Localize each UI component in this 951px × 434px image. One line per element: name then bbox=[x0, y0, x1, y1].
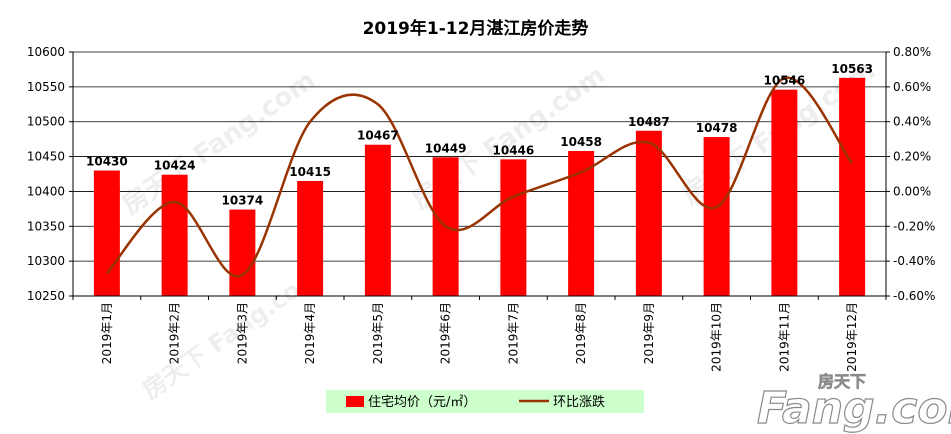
data-label: 10487 bbox=[628, 115, 670, 129]
data-label: 10446 bbox=[493, 143, 535, 157]
x-tick-label: 2019年4月 bbox=[303, 302, 317, 364]
legend-swatch-bar bbox=[346, 396, 364, 407]
x-tick-label: 2019年12月 bbox=[845, 302, 859, 372]
legend-label-bar: 住宅均价（元/㎡） bbox=[368, 395, 476, 410]
y-tick-label-left: 10600 bbox=[27, 45, 65, 59]
line-ratio bbox=[105, 76, 854, 278]
legend-box bbox=[326, 390, 644, 413]
x-tick-label: 2019年10月 bbox=[710, 302, 724, 372]
bar bbox=[839, 77, 866, 297]
data-label: 10424 bbox=[154, 159, 196, 173]
x-tick-label: 2019年9月 bbox=[642, 302, 656, 364]
data-label: 10546 bbox=[764, 74, 806, 88]
y-tick-label-right: 0.00% bbox=[893, 184, 931, 198]
y-tick-label-left: 10350 bbox=[27, 219, 65, 233]
data-label: 10458 bbox=[560, 135, 602, 149]
y-tick-label-right: -0.60% bbox=[893, 289, 935, 303]
fang-logo-text: Fang.com bbox=[757, 383, 951, 434]
bar bbox=[297, 180, 324, 296]
data-label: 10449 bbox=[425, 141, 467, 155]
data-label: 10415 bbox=[289, 165, 331, 179]
bar bbox=[229, 209, 256, 296]
axes: 10250 10300 10350 10400 10450 10500 10550 10600… bbox=[27, 45, 936, 372]
y-tick-label-left: 10300 bbox=[27, 254, 65, 268]
data-labels: 10430 10424 10374 10415 10467 10449 10446 10458… bbox=[86, 62, 873, 208]
x-tick-label: 2019年3月 bbox=[235, 302, 249, 364]
data-label: 10563 bbox=[831, 62, 873, 76]
bar bbox=[771, 89, 798, 296]
y-tick-label-right: -0.40% bbox=[893, 254, 935, 268]
y-tick-label-left: 10400 bbox=[27, 184, 65, 198]
y-tick-label-left: 10250 bbox=[27, 289, 65, 303]
legend-label-line: 环比涨跌 bbox=[553, 394, 605, 410]
y-tick-label-right: 0.60% bbox=[893, 80, 931, 94]
data-label: 10374 bbox=[222, 194, 264, 208]
data-label: 10430 bbox=[86, 155, 128, 169]
y-tick-label-right: 0.40% bbox=[893, 115, 931, 129]
x-tick-label: 2019年11月 bbox=[777, 302, 791, 372]
legend: 住宅均价（元/㎡） 环比涨跌 bbox=[326, 390, 644, 413]
bar bbox=[500, 159, 527, 296]
x-tick-label: 2019年2月 bbox=[168, 302, 182, 364]
y-tick-label-left: 10500 bbox=[27, 115, 65, 129]
line-series bbox=[105, 76, 854, 278]
watermark-text: 房天下 Fang.com bbox=[117, 65, 321, 220]
x-tick-label: 2019年6月 bbox=[439, 302, 453, 364]
bar bbox=[93, 170, 120, 296]
y-tick-label-right: 0.80% bbox=[893, 45, 931, 59]
bar bbox=[703, 137, 730, 296]
data-label: 10467 bbox=[357, 129, 399, 143]
bar bbox=[364, 144, 391, 296]
x-tick-label: 2019年7月 bbox=[506, 302, 520, 364]
y-tick-label-right: -0.20% bbox=[893, 219, 935, 233]
bar-series bbox=[93, 77, 866, 297]
y-tick-label-left: 10550 bbox=[27, 80, 65, 94]
bar bbox=[161, 174, 188, 296]
data-label: 10478 bbox=[696, 121, 738, 135]
x-tick-label: 2019年1月 bbox=[100, 302, 114, 364]
x-tick-label: 2019年8月 bbox=[574, 302, 588, 364]
y-tick-label-right: 0.20% bbox=[893, 150, 931, 164]
y-tick-label-left: 10450 bbox=[27, 150, 65, 164]
bar bbox=[635, 130, 662, 296]
chart-title: 2019年1-12月湛江房价走势 bbox=[362, 19, 589, 39]
x-tick-label: 2019年5月 bbox=[371, 302, 385, 364]
fang-logo-cn: 房天下 bbox=[818, 372, 866, 391]
